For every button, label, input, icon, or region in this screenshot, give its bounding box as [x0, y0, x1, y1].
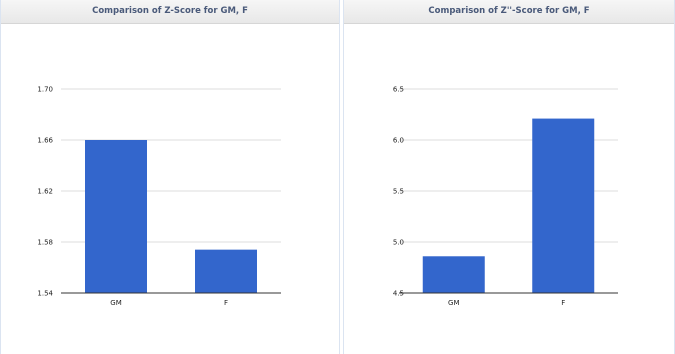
y-tick-label: 6.0 — [393, 137, 404, 145]
bar-f[interactable] — [195, 249, 257, 293]
x-tick-label: F — [561, 299, 565, 307]
x-tick-label: GM — [448, 299, 459, 307]
y-tick-label: 6.5 — [393, 86, 404, 94]
y-tick-label: 1.66 — [37, 137, 53, 145]
chart-title: Comparison of Z''-Score for GM, F — [344, 0, 674, 24]
bar-f[interactable] — [532, 118, 595, 293]
x-tick-label: F — [224, 299, 228, 307]
z-score-chart-panel: Comparison of Z-Score for GM, F 1.54 1.58… — [0, 0, 340, 354]
bar-gm[interactable] — [422, 256, 485, 293]
z-double-prime-score-bar-chart: 4.5 5.0 5.5 6.0 6.5 GM F — [393, 86, 618, 307]
x-tick-label: GM — [110, 299, 121, 307]
z-double-prime-score-chart-panel: Comparison of Z''-Score for GM, F 4.5 5.0… — [343, 0, 675, 354]
y-tick-label: 1.62 — [37, 188, 53, 196]
y-tick-label: 1.58 — [37, 239, 53, 247]
y-tick-label: 5.0 — [393, 239, 404, 247]
y-tick-label: 1.54 — [37, 290, 53, 298]
y-tick-label: 1.70 — [37, 86, 53, 94]
y-tick-label: 4.5 — [393, 290, 404, 298]
chart-title: Comparison of Z-Score for GM, F — [1, 0, 339, 24]
bar-gm[interactable] — [85, 140, 147, 293]
y-tick-label: 5.5 — [393, 188, 404, 196]
z-score-bar-chart: 1.54 1.58 1.62 1.66 1.70 GM F — [37, 86, 281, 307]
